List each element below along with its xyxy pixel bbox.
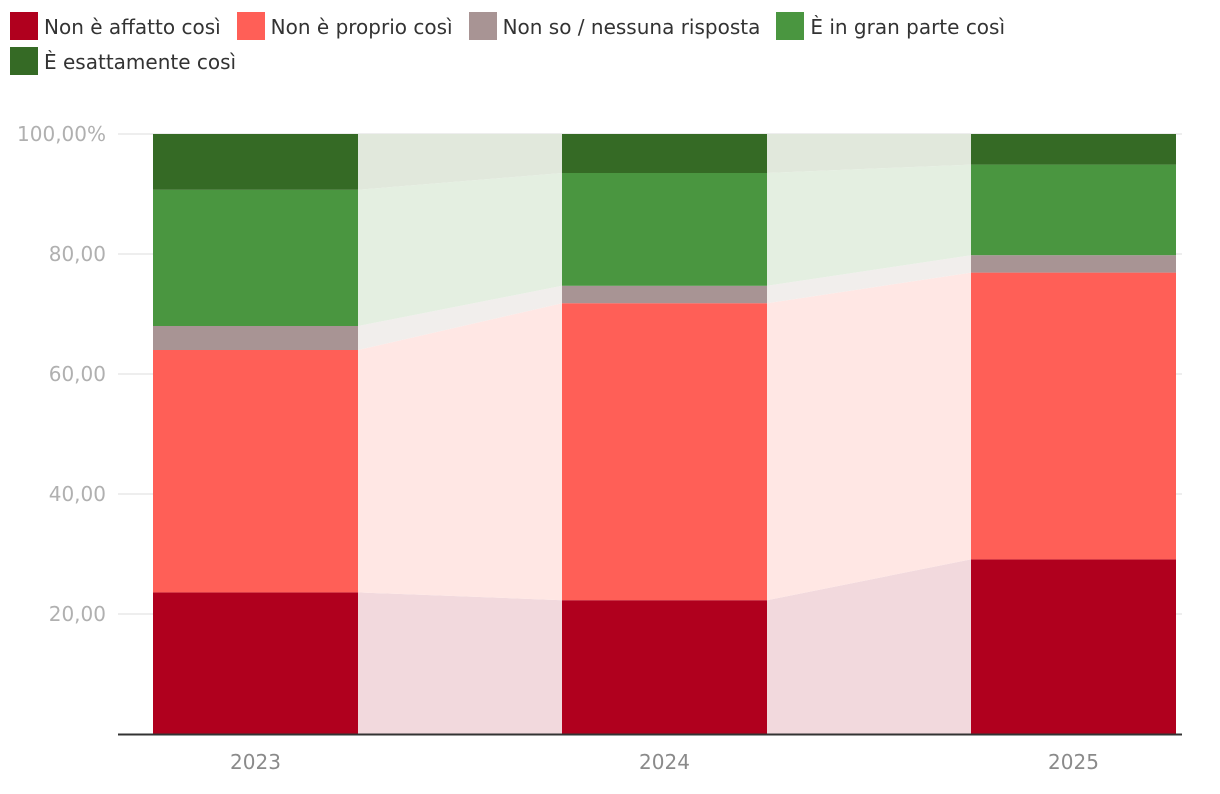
legend-swatch [468,12,497,40]
connector-band [358,592,562,734]
connector-band [358,303,562,601]
x-tick-label: 2025 [1048,750,1099,774]
connector-band [358,173,562,326]
bar-segment[interactable] [971,559,1176,734]
bar-segment[interactable] [153,592,358,734]
bar-segment[interactable] [153,350,358,593]
connector-band [767,255,971,304]
bars [153,134,1176,734]
legend-item-esattamente[interactable]: È esattamente così [10,45,236,80]
bar-segment[interactable] [971,255,1176,273]
connector-band [358,134,562,190]
legend-item-non-affatto[interactable]: Non è affatto così [10,10,221,45]
y-tick-label: 20,00 [49,602,106,626]
bar-segment[interactable] [562,173,767,286]
legend-swatch [10,47,38,75]
connector-band [358,285,562,350]
legend-label: Non so / nessuna risposta [502,15,761,39]
bar-segment[interactable] [562,134,767,173]
legend-label: È in gran parte così [810,15,1006,39]
x-tick-label: 2023 [230,750,281,774]
bar-segment[interactable] [562,285,767,304]
x-axis: 2023 2024 2025 [118,733,1182,774]
legend-label: Non è proprio così [270,15,453,39]
legend-label: È esattamente così [44,50,237,74]
bar-segment[interactable] [971,164,1176,256]
y-tick-label: 60,00 [49,362,106,386]
bar-segment[interactable] [153,189,358,326]
legend: Non è affatto così Non è proprio così Non … [10,10,1190,80]
y-tick-label: 100,00% [17,122,106,146]
connector-band [767,134,971,173]
x-tick-label: 2024 [639,750,690,774]
connector-band [767,559,971,734]
connector-band [767,272,971,601]
legend-label: Non è affatto così [44,15,221,39]
bar-segment[interactable] [971,272,1176,560]
bar-segment[interactable] [562,600,767,734]
bar-segment[interactable] [153,134,358,190]
connector-band [767,164,971,286]
legend-swatch [236,12,265,40]
connector-bands [358,134,971,734]
legend-item-non-proprio[interactable]: Non è proprio così [236,10,453,45]
y-axis: 20,00 40,00 60,00 80,00 100,00% [17,122,106,626]
legend-item-gran-parte[interactable]: È in gran parte così [776,10,1005,45]
bar-segment[interactable] [971,134,1176,165]
bar-segment[interactable] [153,326,358,350]
legend-swatch [776,12,805,40]
y-tick-label: 80,00 [49,242,106,266]
y-tick-label: 40,00 [49,482,106,506]
bar-segment[interactable] [562,303,767,601]
legend-item-non-so[interactable]: Non so / nessuna risposta [468,10,761,45]
legend-swatch [10,12,38,40]
